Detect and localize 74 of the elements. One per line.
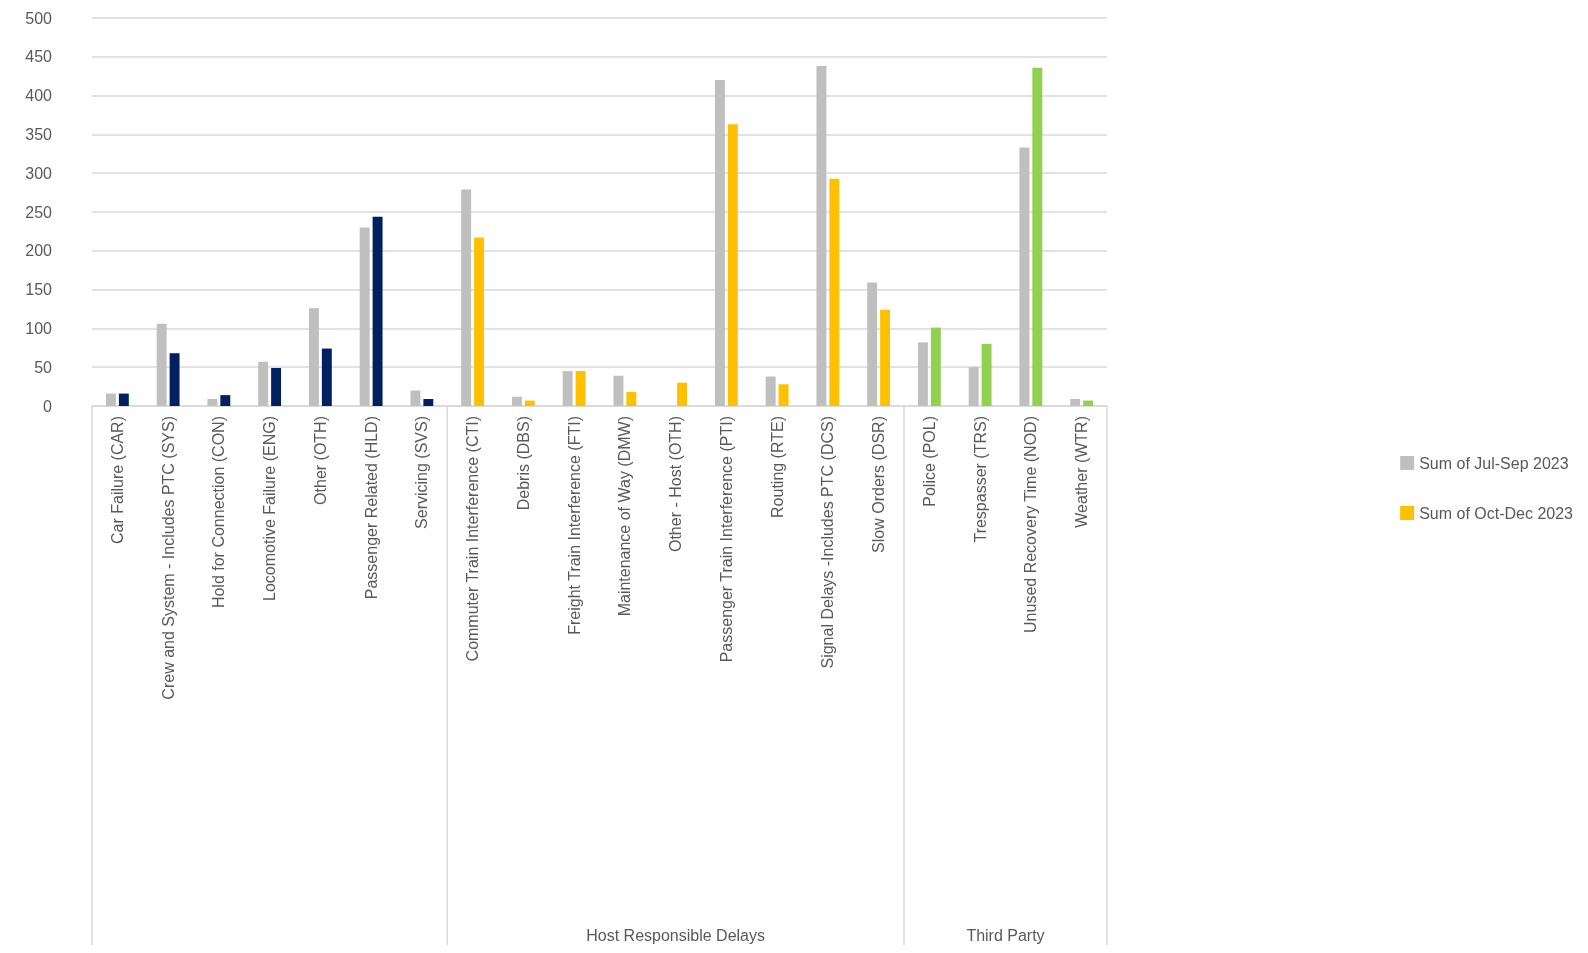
bar [575, 371, 586, 406]
legend-label: Sum of Oct-Dec 2023 [1419, 504, 1574, 522]
y-tick-label: 500 [25, 9, 53, 27]
bar [613, 375, 624, 406]
bar [156, 323, 167, 406]
bar [981, 343, 992, 406]
bar [321, 348, 332, 406]
bar [867, 282, 878, 406]
bar [1032, 67, 1043, 406]
x-tick-label: Freight Train Interference (FTI) [565, 416, 583, 635]
bar [511, 396, 522, 406]
x-tick-label: Servicing (SVS) [413, 416, 431, 529]
bar [829, 178, 840, 406]
y-tick-label: 450 [25, 48, 53, 66]
x-tick-label: Passenger Related (HLD) [362, 416, 380, 600]
bar [917, 342, 928, 406]
bar [714, 80, 725, 406]
bar [461, 189, 472, 406]
x-tick-label: Signal Delays -Includes PTC (DCS) [819, 416, 837, 669]
bar [220, 395, 231, 406]
y-tick-label: 150 [25, 281, 53, 299]
legend-label: Sum of Jul-Sep 2023 [1419, 454, 1569, 472]
bar [626, 392, 637, 406]
bar [524, 400, 535, 406]
x-tick-label: Hold for Connection (CON) [210, 416, 228, 609]
bar [677, 382, 688, 406]
bar [765, 376, 776, 406]
text: Host Responsible Delays [586, 926, 765, 944]
bar [562, 371, 573, 406]
y-tick-label: 300 [25, 164, 53, 182]
bar [258, 361, 269, 406]
bar [778, 384, 789, 406]
bar [169, 353, 180, 406]
bar [816, 66, 827, 406]
x-tick-label: Trespasser (TRS) [971, 416, 989, 543]
bar [105, 393, 116, 406]
x-tick-label: Passenger Train Interference (PTI) [717, 416, 735, 663]
y-tick-label: 200 [25, 242, 53, 260]
bar [1083, 400, 1094, 406]
x-tick-label: Unused Recovery Time (NOD) [1022, 416, 1040, 633]
x-tick-label: Crew and System - Includes PTC (SYS) [159, 416, 177, 700]
x-tick-label: Police (POL) [920, 416, 938, 507]
x-tick-label: Other - Host (OTH) [667, 416, 685, 553]
y-tick-label: 250 [25, 203, 53, 221]
y-tick-label: 400 [25, 87, 53, 105]
bar [410, 390, 421, 406]
y-tick-label: 0 [43, 397, 53, 415]
x-tick-label: Locomotive Failure (ENG) [261, 416, 279, 601]
bar [423, 399, 434, 406]
y-tick-label: 100 [25, 319, 53, 337]
x-tick-label: Car Failure (CAR) [108, 416, 126, 545]
bar [474, 237, 485, 406]
bar [1019, 147, 1030, 406]
bar [308, 308, 319, 406]
bar [372, 216, 383, 406]
y-tick-label: 350 [25, 125, 53, 143]
x-tick-label: Debris (DBS) [514, 416, 532, 511]
x-tick-label: Other (OTH) [311, 416, 329, 505]
x-tick-label: Routing (RTE) [768, 416, 786, 518]
bar [118, 393, 129, 406]
x-tick-label: Weather (WTR) [1073, 416, 1091, 528]
bar [359, 227, 370, 406]
text: Third Party [966, 926, 1045, 944]
bar [207, 399, 218, 406]
bar [968, 367, 979, 406]
bar [271, 367, 282, 406]
x-tick-label: Slow Orders (DSR) [870, 416, 888, 553]
bar [727, 124, 738, 406]
x-tick-label: Maintenance of Way (DMW) [616, 416, 634, 617]
x-tick-label: Commuter Train Interference (CTI) [464, 416, 482, 662]
bar [1070, 399, 1081, 406]
y-tick-label: 50 [34, 358, 53, 376]
bar [930, 327, 941, 406]
bar [880, 309, 891, 406]
